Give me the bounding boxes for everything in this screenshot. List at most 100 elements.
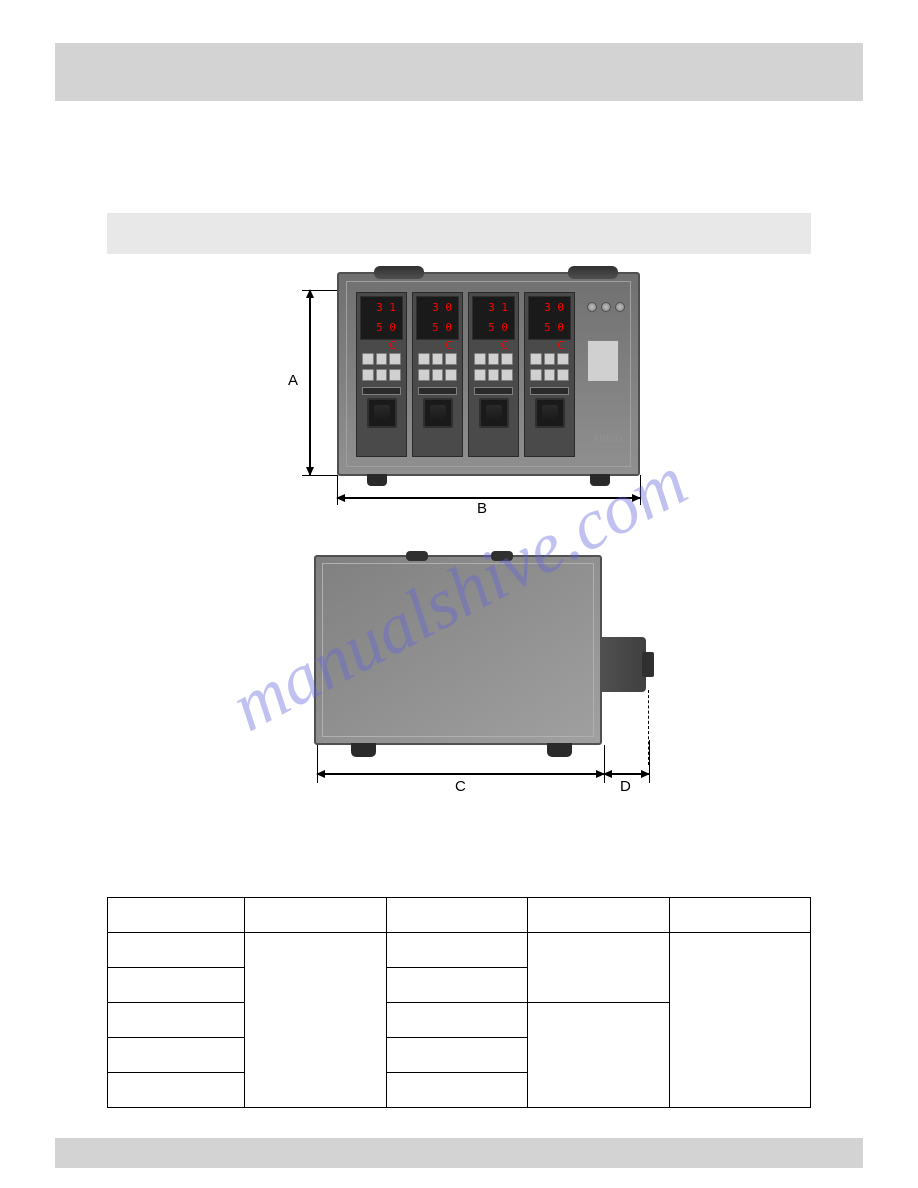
device-foot xyxy=(590,474,610,486)
dimensions-table xyxy=(107,897,811,1108)
control-button xyxy=(389,369,401,381)
control-button xyxy=(557,369,569,381)
handle-top xyxy=(491,551,513,561)
display-value-top: 3 1 xyxy=(364,299,399,317)
control-button xyxy=(501,353,513,365)
controller-slot-1: ARICO 3 1 5 0 C xyxy=(356,292,407,457)
dimension-arrow-d xyxy=(604,773,649,775)
button-row xyxy=(530,369,569,381)
control-button xyxy=(432,353,444,365)
control-button xyxy=(530,369,542,381)
button-row xyxy=(530,353,569,365)
handle-right xyxy=(568,266,618,279)
handle-top xyxy=(406,551,428,561)
power-switch xyxy=(367,398,397,428)
device-front-view: ARICO 3 1 5 0 C ARICO 3 0 5 0 xyxy=(302,272,642,492)
table-cell xyxy=(108,1003,245,1038)
control-button xyxy=(544,353,556,365)
control-button xyxy=(445,353,457,365)
table-cell xyxy=(386,933,528,968)
button-row xyxy=(418,369,457,381)
display-area: 3 0 5 0 C xyxy=(528,296,571,340)
indicator-knob xyxy=(587,302,597,312)
dimension-label-d: D xyxy=(620,778,631,795)
device-foot xyxy=(367,474,387,486)
control-button xyxy=(474,369,486,381)
indicator-knob xyxy=(601,302,611,312)
table-cell xyxy=(528,898,670,933)
control-button xyxy=(362,353,374,365)
table-row xyxy=(108,933,811,968)
table-cell xyxy=(386,1003,528,1038)
table-cell xyxy=(244,898,386,933)
control-button xyxy=(557,353,569,365)
dimension-tick xyxy=(302,475,337,476)
button-row xyxy=(362,353,401,365)
dimension-tick xyxy=(337,475,338,505)
table-cell xyxy=(670,933,811,1108)
dimension-tick xyxy=(640,475,641,505)
display-area: 3 1 5 0 C xyxy=(360,296,403,340)
table-cell xyxy=(528,1003,670,1108)
table-row xyxy=(108,898,811,933)
control-button xyxy=(501,369,513,381)
table-cell xyxy=(244,933,386,1108)
cable-connector xyxy=(600,637,646,692)
button-row xyxy=(474,369,513,381)
button-row xyxy=(362,369,401,381)
table-cell xyxy=(386,1073,528,1108)
control-button xyxy=(488,369,500,381)
table-cell xyxy=(108,1073,245,1108)
display-value-bottom: 5 0 C xyxy=(364,319,399,337)
main-control-panel: ARICO xyxy=(581,292,626,457)
device-foot xyxy=(547,743,572,757)
footer-bar xyxy=(55,1138,863,1168)
circuit-breaker xyxy=(587,340,619,382)
dimension-arrow-b xyxy=(337,497,640,499)
control-button xyxy=(432,369,444,381)
device-side-view: C D xyxy=(300,555,670,805)
device-enclosure-front: ARICO 3 1 5 0 C ARICO 3 0 5 0 xyxy=(337,272,640,476)
dimension-arrow-a xyxy=(309,290,311,475)
header-bar xyxy=(55,43,863,101)
indicator-knob xyxy=(615,302,625,312)
control-button xyxy=(488,353,500,365)
display-value-top: 3 1 xyxy=(476,299,511,317)
table-cell xyxy=(108,898,245,933)
display-area: 3 0 5 0 C xyxy=(416,296,459,340)
dimension-label-b: B xyxy=(477,500,487,517)
dimension-arrow-c xyxy=(317,773,604,775)
control-button xyxy=(418,353,430,365)
power-switch xyxy=(535,398,565,428)
display-value-bottom: 5 0 C xyxy=(476,319,511,337)
controller-slot-3: ARICO 3 1 5 0 C xyxy=(468,292,519,457)
dimension-label-c: C xyxy=(455,778,466,795)
button-row xyxy=(474,353,513,365)
dimension-label-a: A xyxy=(288,372,298,389)
main-brand-label: ARICO xyxy=(593,433,622,443)
control-button xyxy=(376,369,388,381)
control-button xyxy=(362,369,374,381)
mode-label xyxy=(474,387,513,395)
button-row xyxy=(418,353,457,365)
power-switch xyxy=(479,398,509,428)
control-button xyxy=(445,369,457,381)
display-value-bottom: 5 0 C xyxy=(532,319,567,337)
power-switch xyxy=(423,398,453,428)
display-area: 3 1 5 0 C xyxy=(472,296,515,340)
control-button xyxy=(389,353,401,365)
controller-slot-2: ARICO 3 0 5 0 C xyxy=(412,292,463,457)
controller-slot-4: ARICO 3 0 5 0 C xyxy=(524,292,575,457)
table-cell xyxy=(108,1038,245,1073)
mode-label xyxy=(362,387,401,395)
device-foot xyxy=(351,743,376,757)
control-button xyxy=(530,353,542,365)
mode-label xyxy=(530,387,569,395)
table-cell xyxy=(670,898,811,933)
section-title-bar xyxy=(107,213,811,254)
table-cell xyxy=(386,968,528,1003)
table-cell xyxy=(386,898,528,933)
display-value-top: 3 0 xyxy=(420,299,455,317)
mode-label xyxy=(418,387,457,395)
dimension-tick xyxy=(302,290,337,291)
